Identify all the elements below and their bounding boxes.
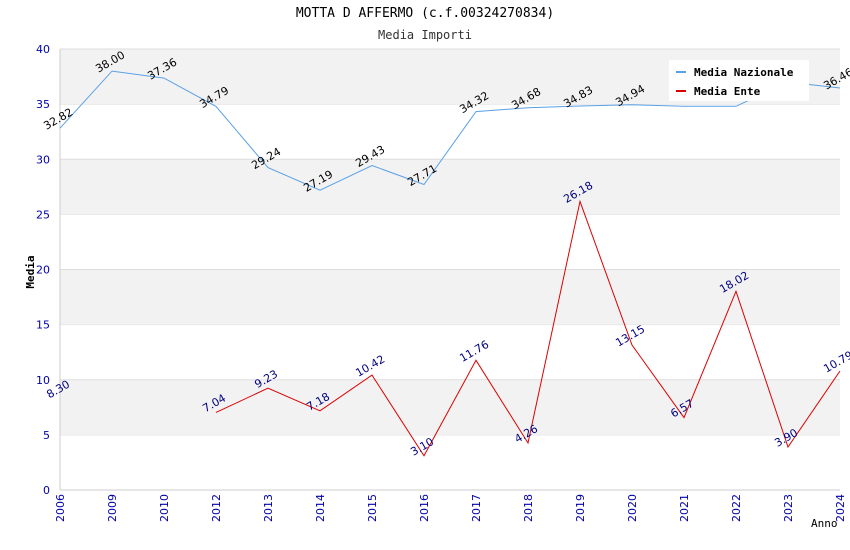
legend-entry: Media Ente [694,85,761,98]
legend-box [669,60,809,101]
legend: Media Nazionale Media Ente [669,60,809,101]
x-tick-label: 2018 [522,494,535,522]
x-tick-label: 2023 [782,494,795,522]
x-tick-label: 2020 [626,494,639,522]
y-tick-label: 5 [43,429,50,442]
series-lines [59,70,841,457]
x-tick-label: 2014 [314,494,327,522]
y-tick-label: 15 [36,319,50,332]
x-tick-label: 2009 [106,494,119,522]
x-tick-label: 2024 [834,494,847,522]
x-tick-label: 2010 [158,494,171,522]
x-tick-label: 2012 [210,494,223,522]
background-band [60,159,840,215]
x-tick-labels: 2006 2009 2010 2012 2013 2014 2015 2016 2017 2018… [54,494,847,522]
background-bands [60,48,840,436]
chart-title: MOTTA D AFFERMO (c.f.00324270834) [295,6,555,21]
chart-subtitle: Media Importi [378,28,472,42]
y-axis-label: Media [24,255,37,288]
data-label: 11.76 [457,338,491,365]
series-line-1 [215,199,841,457]
y-tick-labels: 0 5 10 15 20 25 30 35 40 [36,43,50,497]
x-axis-label: Anno [811,517,838,530]
x-tick-label: 2022 [730,494,743,522]
y-tick-label: 0 [43,484,50,497]
y-tick-label: 10 [36,374,50,387]
data-label: 10.79 [821,349,850,376]
x-tick-label: 2017 [470,494,483,522]
data-label: 10.42 [353,353,387,380]
background-band [60,269,840,325]
y-tick-label: 40 [36,43,50,56]
axes [59,49,840,491]
x-tick-label: 2016 [418,494,431,522]
x-tick-label: 2006 [54,494,67,522]
x-tick-label: 2021 [678,494,691,522]
legend-entry: Media Nazionale [694,66,794,79]
x-tick-label: 2015 [366,494,379,522]
y-tick-label: 35 [36,98,50,111]
x-tick-label: 2013 [262,494,275,522]
y-tick-label: 30 [36,153,50,166]
y-tick-label: 25 [36,208,50,221]
x-tick-label: 2019 [574,494,587,522]
series-line-0 [59,70,841,191]
data-label: 13.15 [613,322,647,349]
y-tick-label: 20 [36,264,50,277]
